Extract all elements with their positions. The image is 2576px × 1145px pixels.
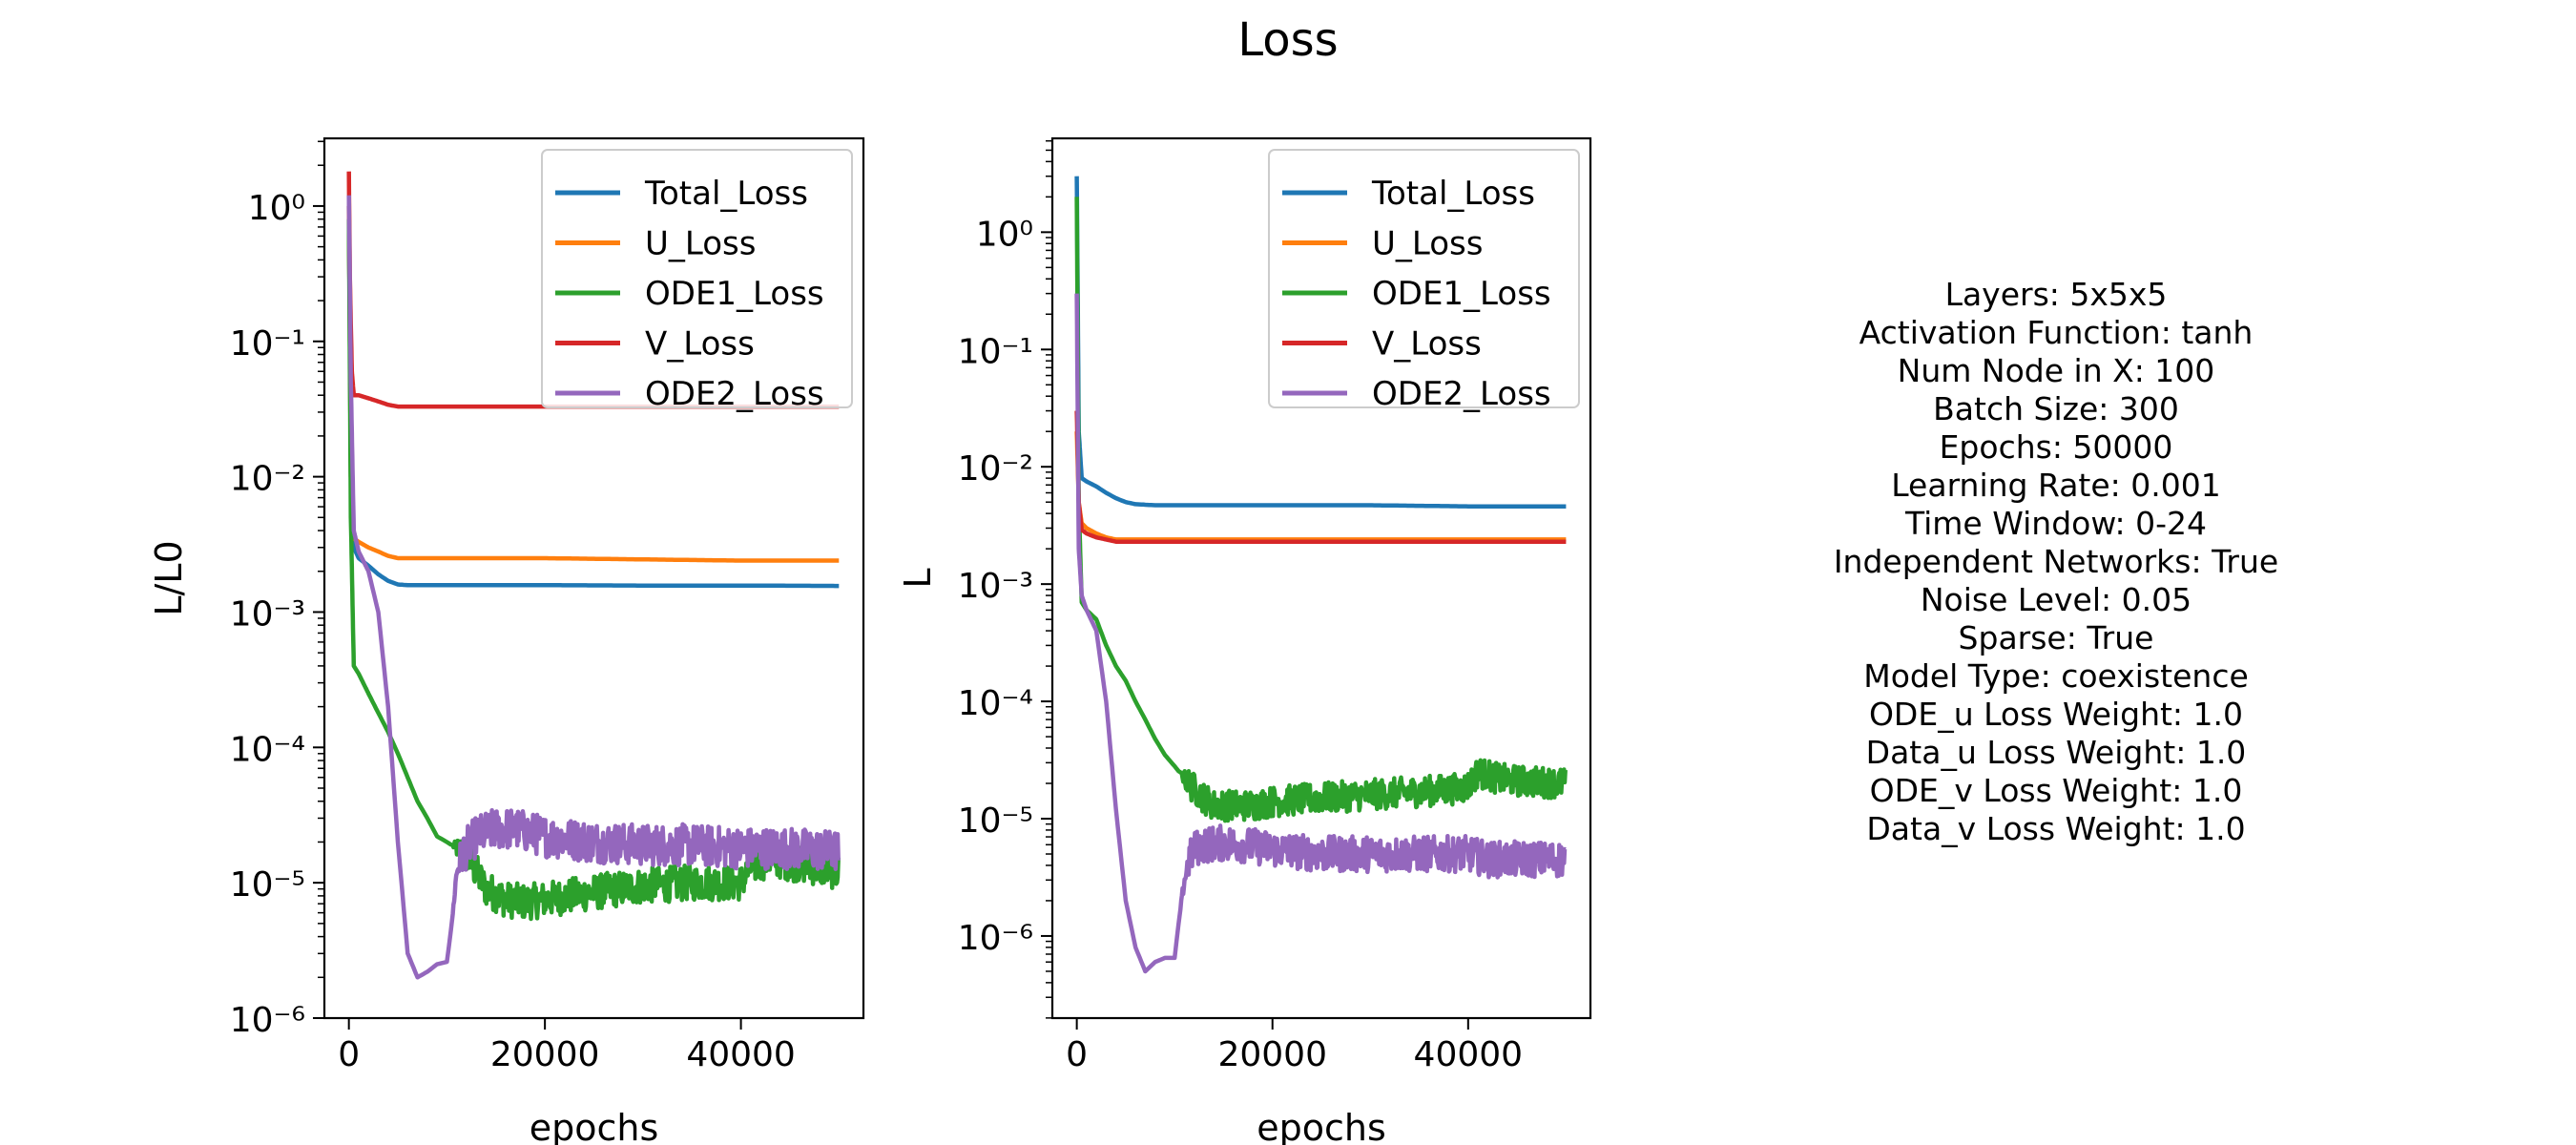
chart-panel-2: 10⁰ 10⁻¹ 10⁻² 10⁻³ 10⁻⁴ 10⁻⁵ 10⁻⁶ 0 20000 40000 ep…	[897, 136, 1592, 1145]
info-line: Time Window: 0-24	[1904, 505, 2207, 542]
info-line: Sparse: True	[1959, 619, 2154, 656]
axes-frame	[322, 136, 865, 1020]
info-line: Activation Function: tanh	[1859, 314, 2254, 351]
figure-title: Loss	[1237, 13, 1338, 67]
chart-panel-1: 10⁰ 10⁻¹ 10⁻² 10⁻³ 10⁻⁴ 10⁻⁵ 10⁻⁶ 0 20000 40000 ep…	[148, 136, 865, 1145]
legend-label: ODE1_Loss	[645, 275, 824, 313]
legend: Total_Loss U_Loss ODE1_Loss V_Loss ODE2_Loss	[1268, 149, 1580, 413]
legend-label: V_Loss	[1372, 325, 1482, 364]
y-tick-label: 10⁻¹	[958, 332, 1033, 371]
legend-label: U_Loss	[645, 225, 756, 263]
plot-area	[1074, 176, 1568, 974]
legend: Total_Loss U_Loss ODE1_Loss V_Loss ODE2_Loss	[541, 149, 853, 413]
series-line-u-loss	[1074, 431, 1567, 542]
series-line-total-loss	[1074, 176, 1567, 509]
y-tick-label: 10⁻³	[230, 594, 305, 634]
y-tick-label: 10⁻⁴	[958, 684, 1033, 723]
x-tick-label: 0	[1066, 1035, 1088, 1074]
x-tick-label: 40000	[1414, 1035, 1524, 1074]
plot-area	[346, 171, 841, 980]
y-tick-label: 10⁻⁶	[230, 1001, 305, 1040]
x-tick-label: 20000	[490, 1035, 600, 1074]
legend-label: Total_Loss	[1371, 175, 1535, 213]
series-line-v-loss	[1074, 410, 1567, 544]
chart-panels: 10⁰ 10⁻¹ 10⁻² 10⁻³ 10⁻⁴ 10⁻⁵ 10⁻⁶ 0 20000 40000 ep…	[148, 136, 1592, 1145]
info-line: Independent Networks: True	[1834, 543, 2278, 580]
series-line-u-loss	[346, 205, 840, 563]
y-tick-label: 10⁻²	[958, 449, 1033, 489]
y-tick-label: 10⁰	[248, 189, 305, 228]
y-tick-label: 10⁰	[976, 215, 1033, 254]
info-line: Noise Level: 0.05	[1921, 581, 2192, 618]
info-line: Num Node in X: 100	[1898, 352, 2215, 389]
series-line-ode1-loss	[346, 219, 841, 922]
info-line: ODE_u Loss Weight: 1.0	[1869, 696, 2243, 733]
x-axis-label: epochs	[530, 1107, 659, 1145]
info-line: ODE_v Loss Weight: 1.0	[1870, 772, 2243, 809]
y-axis-label: L/L0	[148, 540, 190, 615]
y-tick-label: 10⁻³	[958, 567, 1033, 606]
x-tick-label: 0	[338, 1035, 360, 1074]
legend-label: U_Loss	[1372, 225, 1483, 263]
y-tick-label: 10⁻⁴	[230, 730, 305, 769]
info-line: Batch Size: 300	[1933, 390, 2179, 427]
y-axis-label: L	[897, 568, 939, 588]
info-line: Epochs: 50000	[1940, 428, 2173, 466]
axes-frame	[1050, 136, 1592, 1020]
legend-label: ODE2_Loss	[645, 375, 824, 413]
info-line: Learning Rate: 0.001	[1891, 467, 2221, 504]
info-line: Data_u Loss Weight: 1.0	[1866, 734, 2247, 771]
legend-label: ODE1_Loss	[1372, 275, 1551, 313]
y-tick-label: 10⁻⁵	[958, 802, 1033, 841]
y-tick-label: 10⁻¹	[230, 324, 305, 364]
x-tick-label: 40000	[686, 1035, 796, 1074]
info-line: Layers: 5x5x5	[1945, 276, 2168, 313]
y-tick-label: 10⁻²	[230, 460, 305, 499]
y-tick-label: 10⁻⁶	[958, 919, 1033, 958]
series-line-ode2-loss	[1074, 293, 1568, 974]
series-line-ode2-loss	[346, 195, 841, 980]
info-line: Data_v Loss Weight: 1.0	[1866, 810, 2245, 847]
series-line-ode1-loss	[1074, 197, 1568, 823]
legend-label: V_Loss	[645, 325, 755, 364]
x-axis-label: epochs	[1257, 1107, 1386, 1145]
legend-label: ODE2_Loss	[1372, 375, 1551, 413]
x-tick-label: 20000	[1217, 1035, 1327, 1074]
info-line: Model Type: coexistence	[1863, 657, 2249, 695]
y-tick-label: 10⁻⁵	[230, 865, 305, 905]
legend-label: Total_Loss	[644, 175, 808, 213]
